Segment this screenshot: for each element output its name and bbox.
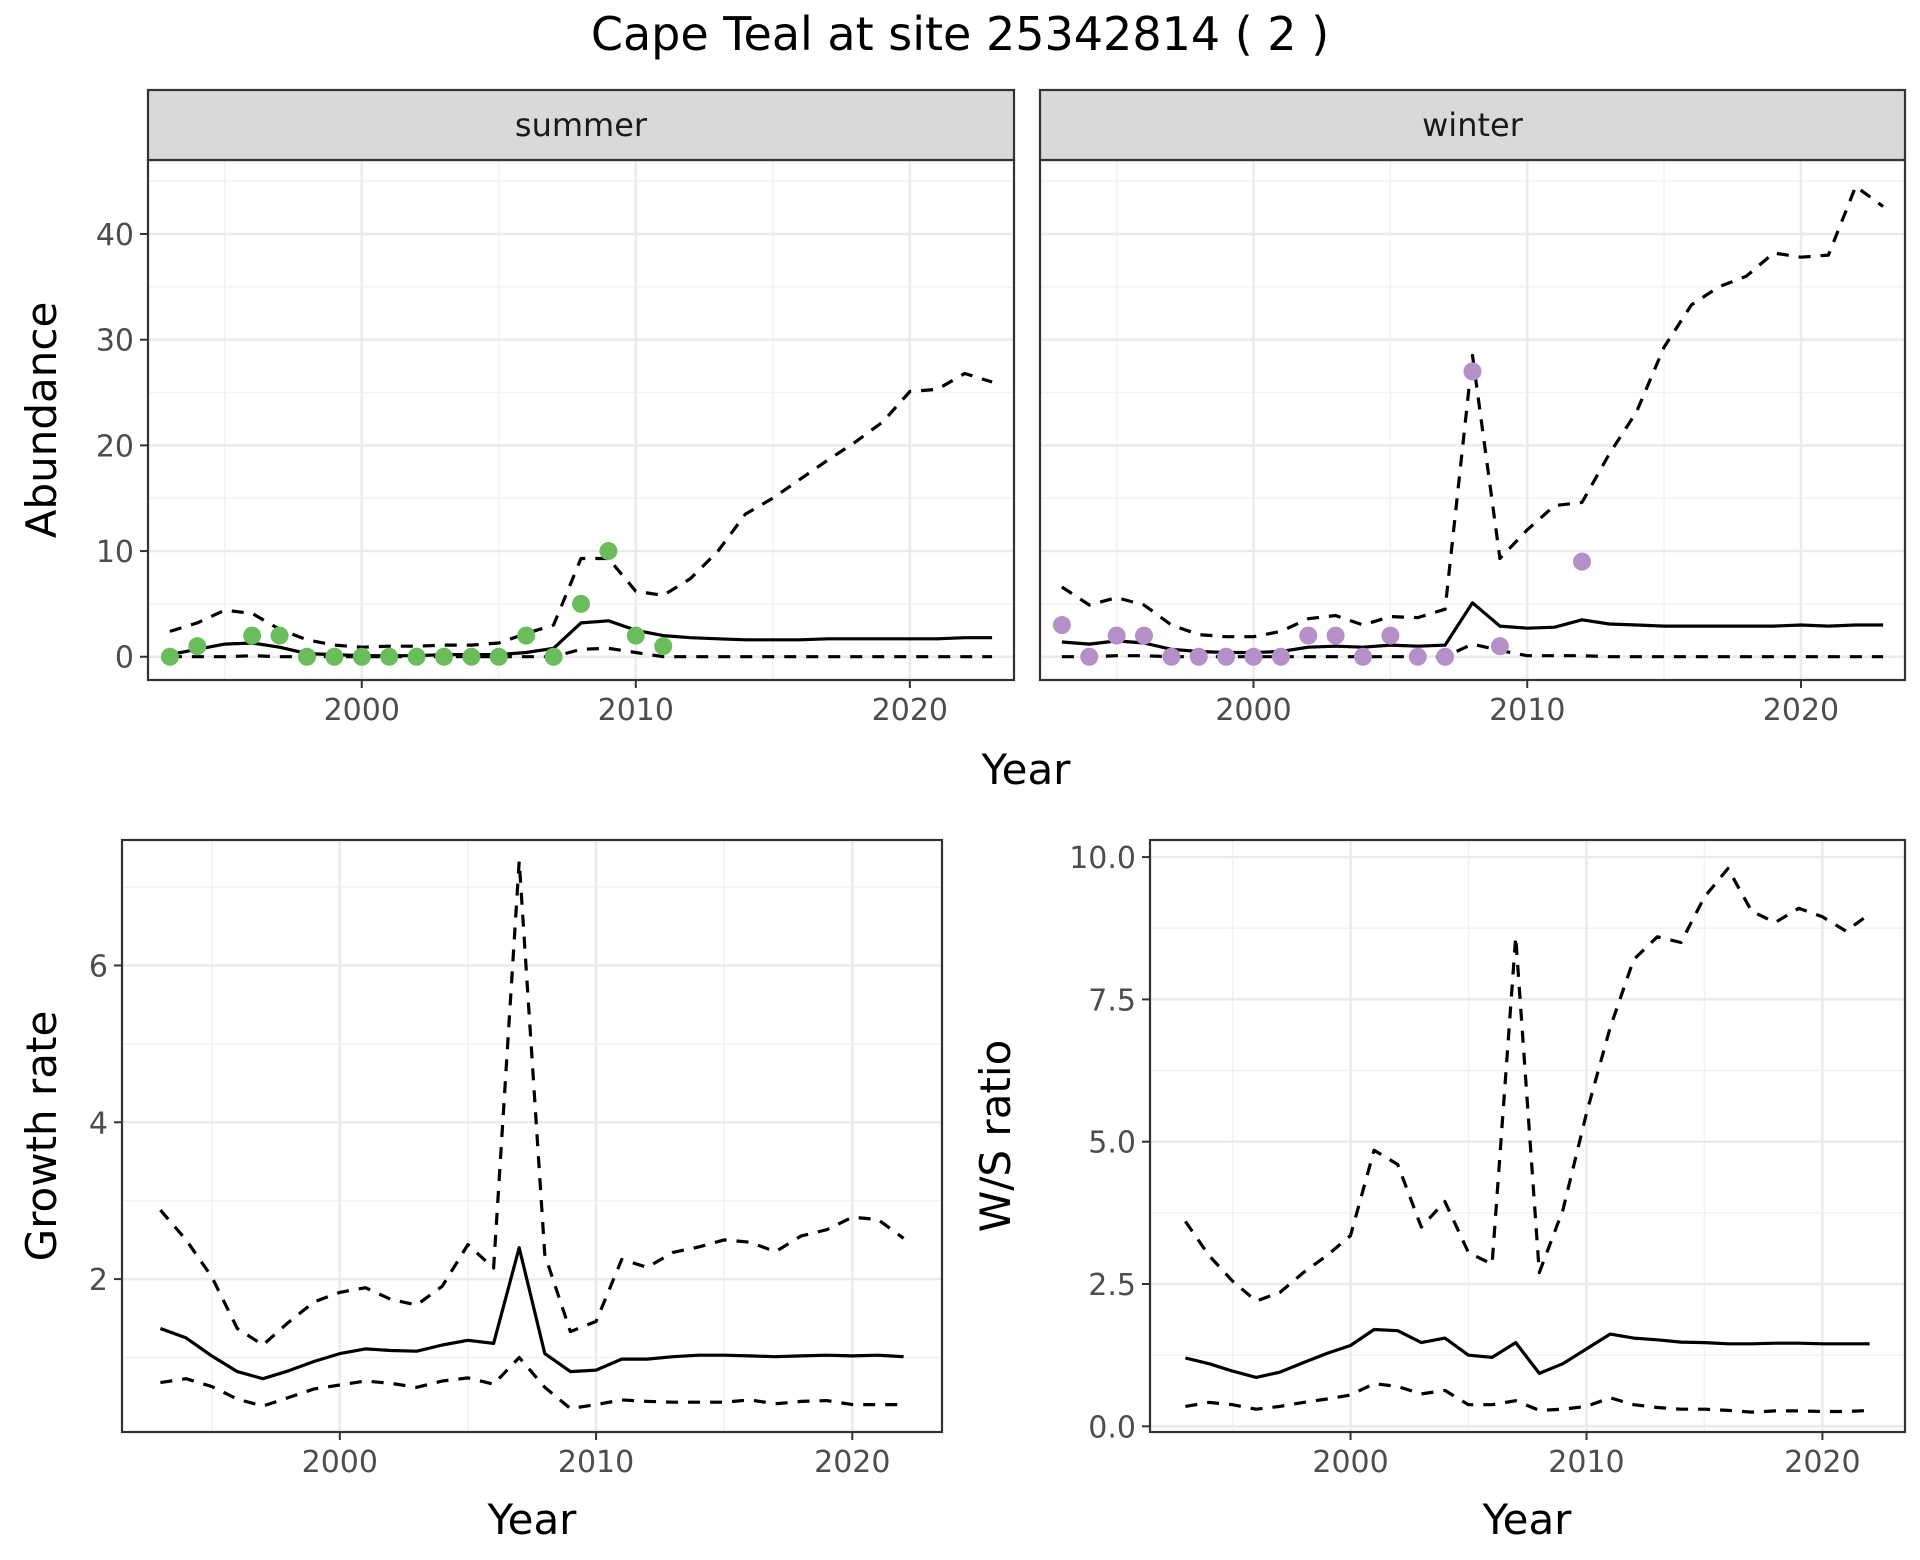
data-point (517, 626, 536, 645)
data-point (297, 647, 316, 666)
panel-chart-4: 2000 2010 2020 0.0 2.5 5.0 7.5 10.0 (1069, 838, 1907, 1480)
facet-strip (146, 88, 1016, 162)
y-tick-label: 40 (96, 218, 134, 253)
y-tick-label: 2.5 (1088, 1268, 1136, 1303)
data-point (572, 594, 590, 613)
y-tick-label: 0 (115, 641, 134, 676)
x-axis-title: Year (487, 1495, 578, 1544)
data-point (243, 626, 262, 645)
data-point (352, 647, 371, 666)
data-point (1271, 647, 1290, 666)
ci-dashed-line (1184, 866, 1871, 1303)
y-tick-label: 30 (96, 324, 134, 359)
data-point (1326, 626, 1345, 645)
data-point (1244, 647, 1263, 666)
y-tick-label: 10 (96, 535, 134, 570)
x-tick-label: 2010 (558, 1445, 634, 1480)
trend-line (159, 1246, 904, 1381)
facet-label: winter (1422, 106, 1524, 144)
data-point (270, 626, 289, 645)
trend-line (1061, 601, 1884, 655)
data-point (1189, 647, 1208, 666)
data-point (1490, 637, 1509, 656)
data-point (462, 647, 481, 666)
data-point (380, 647, 399, 666)
x-tick-label: 2010 (1489, 693, 1565, 728)
data-point (160, 647, 179, 666)
facet-label: summer (515, 106, 648, 144)
trend-line (169, 619, 993, 658)
ci-dashed-line (1185, 1381, 1870, 1414)
data-point (1299, 626, 1318, 645)
data-point (1107, 626, 1126, 645)
y-tick-label: 10.0 (1069, 841, 1136, 876)
y-tick-label: 6 (89, 949, 108, 984)
x-tick-label: 2020 (1763, 693, 1839, 728)
data-point (626, 626, 645, 645)
data-point (1052, 616, 1071, 635)
data-point (1135, 626, 1154, 645)
x-tick-label: 2010 (598, 693, 674, 728)
x-axis-title: Year (981, 745, 1072, 794)
data-point (1572, 552, 1591, 571)
y-tick-label: 7.5 (1088, 983, 1136, 1018)
ci-dashed-line (1061, 184, 1885, 639)
data-point (1217, 647, 1236, 666)
x-tick-label: 2020 (814, 1445, 890, 1480)
x-tick-label: 2020 (872, 693, 948, 728)
figure-title: Cape Teal at site 25342814 ( 2 ) (591, 7, 1329, 61)
y-tick-label: 5.0 (1088, 1126, 1136, 1161)
data-point (407, 647, 426, 666)
x-tick-label: 2000 (1312, 1445, 1388, 1480)
data-point (599, 542, 618, 561)
data-point (1436, 647, 1455, 666)
ci-dashed-line (159, 859, 905, 1347)
x-tick-label: 2010 (1548, 1445, 1624, 1480)
data-point (434, 647, 453, 666)
y-axis-title: W/S ratio (971, 1040, 1020, 1233)
data-point (544, 647, 563, 666)
data-point (325, 647, 344, 666)
facet-strip (1038, 88, 1907, 162)
ci-dashed-line (169, 371, 993, 649)
y-axis-title: Growth rate (17, 1011, 66, 1262)
data-point (654, 637, 673, 656)
x-tick-label: 2000 (1215, 693, 1291, 728)
panel-summer: summer 2000 2010 2020 0 10 20 30 40 (96, 88, 1016, 728)
y-axis-title: Abundance (17, 302, 66, 539)
data-point (1408, 647, 1427, 666)
panel-border (120, 838, 944, 1434)
x-tick-label: 2020 (1784, 1445, 1860, 1480)
data-point (1162, 647, 1181, 666)
data-point (1463, 362, 1482, 381)
y-tick-label: 2 (89, 1263, 108, 1298)
x-axis-title: Year (1482, 1495, 1573, 1544)
x-tick-label: 2000 (324, 693, 400, 728)
panel-border (1148, 838, 1907, 1434)
y-tick-label: 20 (96, 429, 134, 464)
trend-line (1185, 1327, 1870, 1380)
y-tick-label: 4 (89, 1106, 108, 1141)
data-point (1080, 647, 1099, 666)
panel-chart-3: 2000 2010 2020 2 4 6 (89, 838, 944, 1480)
data-point (188, 637, 207, 656)
ci-dashed-line (160, 1355, 904, 1411)
data-point (489, 647, 508, 666)
x-tick-label: 2000 (302, 1445, 378, 1480)
data-point (1381, 626, 1400, 645)
chart-panels: summer 2000 2010 2020 0 10 20 30 40 winter 2000 201… (17, 88, 1907, 1544)
data-point (1354, 647, 1373, 666)
y-tick-label: 0.0 (1088, 1410, 1136, 1445)
panel-winter: winter 2000 2010 2020 (1038, 88, 1907, 728)
